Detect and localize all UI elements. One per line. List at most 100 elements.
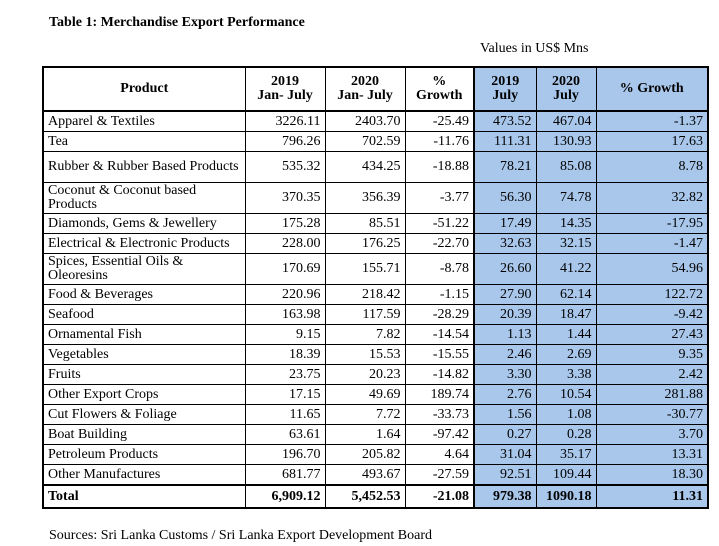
table-row: Cut Flowers & Foliage 11.65 7.72 -33.73 1.56… [42, 404, 709, 425]
cell-july-growth: -1.47 [595, 233, 709, 254]
header-2019-july: 2019 July [473, 66, 537, 112]
cell-july-growth: 9.35 [595, 344, 709, 365]
cell-2019-july: 1.56 [473, 404, 537, 425]
table-row: Diamonds, Gems & Jewellery 175.28 85.51 -51… [42, 213, 709, 234]
cell-2019-july: 979.38 [473, 484, 537, 509]
cell-2019-july: 1.13 [473, 324, 537, 345]
cell-2020-july: 0.28 [535, 424, 597, 445]
cell-product: Ornamental Fish [42, 324, 246, 345]
cell-july-growth: 8.78 [595, 151, 709, 183]
table-row: Petroleum Products 196.70 205.82 4.64 31.04 3… [42, 444, 709, 465]
cell-july-growth: 17.63 [595, 131, 709, 152]
cell-product: Spices, Essential Oils & Oleoresins [42, 253, 246, 285]
cell-2020-july: 130.93 [535, 131, 597, 152]
cell-growth: -8.78 [404, 253, 475, 285]
cell-2020-july: 18.47 [535, 304, 597, 325]
cell-growth: -11.76 [404, 131, 475, 152]
header-product: Product [42, 66, 246, 112]
cell-2020-july: 1.08 [535, 404, 597, 425]
cell-growth: -25.49 [404, 110, 475, 132]
cell-july-growth: 2.42 [595, 364, 709, 385]
cell-2020-jan-july: 1.64 [324, 424, 406, 445]
cell-2020-july: 41.22 [535, 253, 597, 285]
cell-july-growth: 122.72 [595, 284, 709, 305]
cell-2020-jan-july: 49.69 [324, 384, 406, 405]
cell-2020-jan-july: 2403.70 [324, 110, 406, 132]
cell-july-growth: -17.95 [595, 213, 709, 234]
cell-product: Other Export Crops [42, 384, 246, 405]
header-july-growth: % Growth [595, 66, 709, 112]
cell-2019-jan-july: 228.00 [244, 233, 326, 254]
cell-2019-jan-july: 18.39 [244, 344, 326, 365]
cell-product: Tea [42, 131, 246, 152]
cell-2019-july: 17.49 [473, 213, 537, 234]
header-2019-jan-july: 2019 Jan- July [244, 66, 326, 112]
cell-2019-jan-july: 175.28 [244, 213, 326, 234]
cell-2019-july: 473.52 [473, 110, 537, 132]
table-row: Boat Building 63.61 1.64 -97.42 0.27 0.28 3.70 [42, 424, 709, 445]
cell-2019-jan-july: 796.26 [244, 131, 326, 152]
table-row: Electrical & Electronic Products 228.00 17… [42, 233, 709, 254]
cell-july-growth: -1.37 [595, 110, 709, 132]
cell-2020-jan-july: 117.59 [324, 304, 406, 325]
table-row: Seafood 163.98 117.59 -28.29 20.39 18.47 -9.42 [42, 304, 709, 325]
cell-2020-july: 3.38 [535, 364, 597, 385]
cell-2020-july: 10.54 [535, 384, 597, 405]
cell-growth: -27.59 [404, 464, 475, 486]
cell-2019-jan-july: 11.65 [244, 404, 326, 425]
table-row: Ornamental Fish 9.15 7.82 -14.54 1.13 1.44 27.… [42, 324, 709, 345]
cell-product: Fruits [42, 364, 246, 385]
cell-july-growth: -9.42 [595, 304, 709, 325]
table-row: Other Manufactures 681.77 493.67 -27.59 92.5… [42, 464, 709, 486]
cell-2019-july: 3.30 [473, 364, 537, 385]
cell-2020-july: 35.17 [535, 444, 597, 465]
cell-product: Food & Beverages [42, 284, 246, 305]
cell-2020-july: 109.44 [535, 464, 597, 486]
cell-2019-july: 31.04 [473, 444, 537, 465]
cell-2020-july: 14.35 [535, 213, 597, 234]
cell-july-growth: 3.70 [595, 424, 709, 445]
cell-2020-jan-july: 434.25 [324, 151, 406, 183]
cell-2019-jan-july: 17.15 [244, 384, 326, 405]
cell-2020-jan-july: 176.25 [324, 233, 406, 254]
cell-growth: -28.29 [404, 304, 475, 325]
table-row: Food & Beverages 220.96 218.42 -1.15 27.90 62… [42, 284, 709, 305]
cell-2020-jan-july: 493.67 [324, 464, 406, 486]
cell-july-growth: 18.30 [595, 464, 709, 486]
cell-2019-jan-july: 23.75 [244, 364, 326, 385]
export-table: Product 2019 Jan- July 2020 Jan- July % Gro… [42, 66, 709, 509]
cell-2019-jan-july: 163.98 [244, 304, 326, 325]
table-row: Spices, Essential Oils & Oleoresins 170.6… [42, 253, 709, 285]
cell-product: Seafood [42, 304, 246, 325]
cell-growth: -3.77 [404, 182, 475, 214]
cell-2020-jan-july: 205.82 [324, 444, 406, 465]
cell-growth: -51.22 [404, 213, 475, 234]
cell-growth: -97.42 [404, 424, 475, 445]
cell-2019-july: 26.60 [473, 253, 537, 285]
cell-2019-july: 92.51 [473, 464, 537, 486]
table-row: Rubber & Rubber Based Products 535.32 434.… [42, 151, 709, 183]
header-2020-jan-july: 2020 Jan- July [324, 66, 406, 112]
cell-product: Rubber & Rubber Based Products [42, 151, 246, 183]
cell-growth: -15.55 [404, 344, 475, 365]
cell-product: Vegetables [42, 344, 246, 365]
cell-growth: -14.54 [404, 324, 475, 345]
table-row: Other Export Crops 17.15 49.69 189.74 2.76 10… [42, 384, 709, 405]
cell-2020-july: 32.15 [535, 233, 597, 254]
cell-2019-jan-july: 196.70 [244, 444, 326, 465]
cell-july-growth: 54.96 [595, 253, 709, 285]
cell-2020-july: 1090.18 [535, 484, 597, 509]
cell-2020-jan-july: 5,452.53 [324, 484, 406, 509]
cell-product: Coconut & Coconut based Products [42, 182, 246, 214]
cell-2020-july: 74.78 [535, 182, 597, 214]
cell-2019-july: 78.21 [473, 151, 537, 183]
table-row: Coconut & Coconut based Products 370.35 35… [42, 182, 709, 214]
cell-2019-jan-july: 9.15 [244, 324, 326, 345]
cell-2020-july: 62.14 [535, 284, 597, 305]
cell-2020-jan-july: 85.51 [324, 213, 406, 234]
cell-2020-jan-july: 15.53 [324, 344, 406, 365]
cell-product: Diamonds, Gems & Jewellery [42, 213, 246, 234]
cell-2020-jan-july: 356.39 [324, 182, 406, 214]
cell-2019-jan-july: 6,909.12 [244, 484, 326, 509]
cell-july-growth: 11.31 [595, 484, 709, 509]
